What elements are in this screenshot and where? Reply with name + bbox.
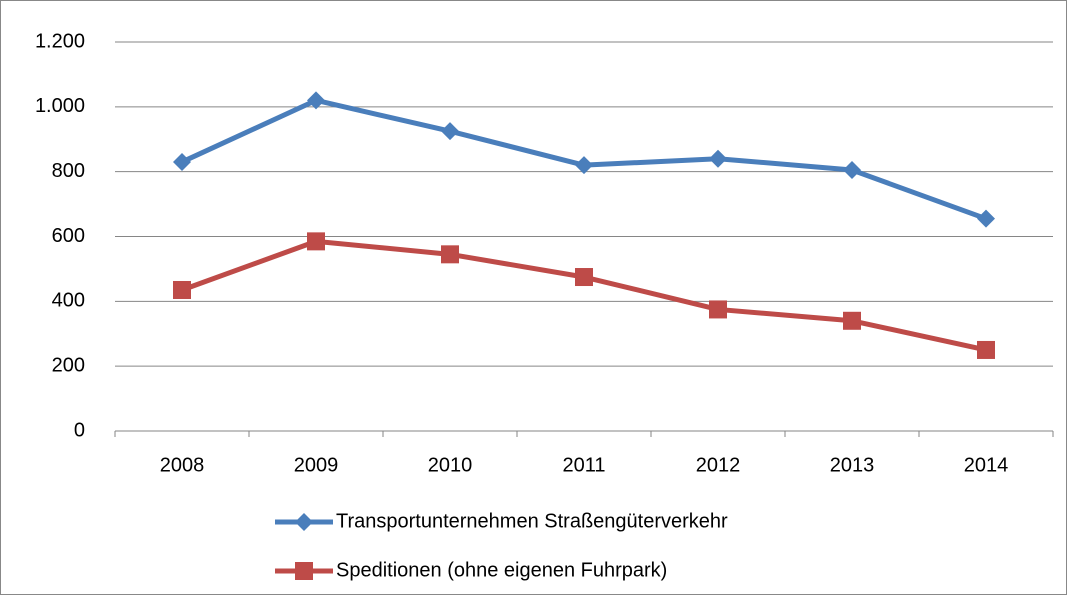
x-tick-label: 2008 xyxy=(160,454,205,476)
y-tick-label: 1.000 xyxy=(35,95,85,117)
x-tick-label: 2011 xyxy=(562,454,605,476)
y-tick-label: 0 xyxy=(74,419,85,441)
x-tick-label: 2010 xyxy=(428,454,473,476)
point xyxy=(307,91,325,110)
y-tick-label: 800 xyxy=(52,160,85,182)
point xyxy=(307,232,325,251)
point xyxy=(441,122,459,141)
point xyxy=(709,300,727,319)
point xyxy=(173,280,191,299)
x-tick-label: 2014 xyxy=(964,454,1009,476)
legend-label: Speditionen (ohne eigenen Fuhrpark) xyxy=(336,559,667,581)
point xyxy=(709,149,727,168)
point xyxy=(441,245,459,264)
point xyxy=(843,161,861,180)
legend-marker xyxy=(295,513,313,531)
x-tick-label: 2009 xyxy=(294,454,339,476)
point xyxy=(843,311,861,330)
legend-label: Transportunternehmen Straßengüterverkehr xyxy=(336,510,728,532)
y-tick-label: 600 xyxy=(52,225,85,247)
point xyxy=(977,340,995,359)
y-tick-label: 400 xyxy=(52,290,85,312)
x-tick-label: 2013 xyxy=(830,454,875,476)
point xyxy=(977,209,995,228)
y-tick-label: 200 xyxy=(52,354,85,376)
legend-marker xyxy=(295,562,313,580)
point xyxy=(173,152,191,171)
x-tick-label: 2012 xyxy=(696,454,741,476)
point xyxy=(575,268,593,287)
point xyxy=(575,156,593,175)
y-tick-label: 1.200 xyxy=(35,30,85,52)
